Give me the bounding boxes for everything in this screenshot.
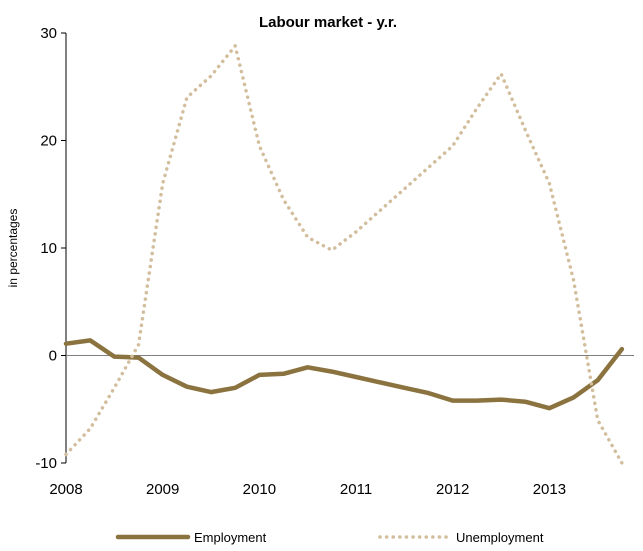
y-tick-label: 30	[40, 25, 57, 42]
x-tick-label: 2009	[146, 481, 179, 498]
x-tick-label: 2010	[243, 481, 276, 498]
x-tick-label: 2008	[49, 481, 82, 498]
x-tick-label: 2011	[340, 481, 372, 498]
y-tick-label: 10	[40, 240, 57, 257]
axes: -10 0 10 20 30 2008 2009 2010 2011 2012 2013	[35, 25, 634, 498]
legend-label-unemployment: Unemployment	[456, 530, 544, 545]
x-tick-label: 2012	[436, 481, 469, 498]
x-tick-label: 2013	[533, 481, 566, 498]
y-tick-label: 0	[49, 348, 57, 365]
y-tick-label: 20	[40, 133, 57, 150]
y-axis-label: in percentages	[6, 209, 20, 288]
series-layer	[63, 44, 625, 465]
legend-label-employment: Employment	[194, 530, 267, 545]
legend: Employment Unemployment	[115, 530, 544, 545]
series-line-employment	[63, 338, 625, 411]
chart-title: Labour market - y.r.	[259, 14, 397, 31]
series-line-unemployment	[64, 44, 624, 465]
y-tick-label: -10	[35, 455, 57, 472]
